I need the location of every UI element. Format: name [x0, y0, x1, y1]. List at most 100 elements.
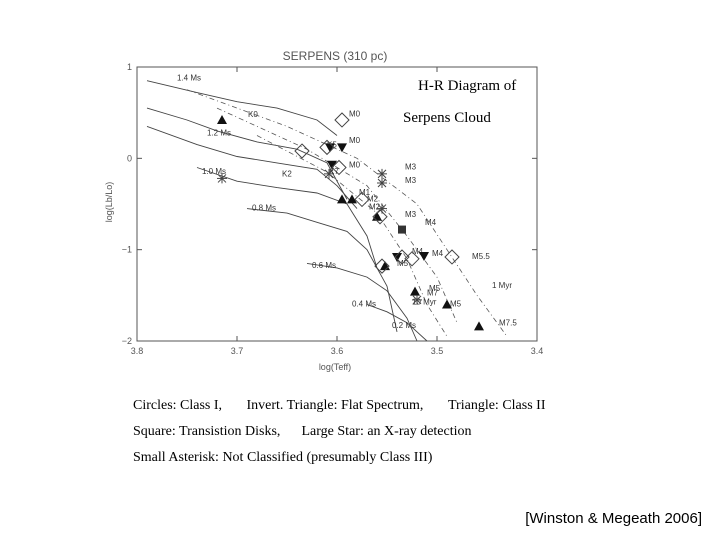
- mass-track-line: [146, 125, 358, 209]
- mass-track-label: 1.2 Ms: [207, 129, 231, 138]
- x-tick-label: 3.6: [331, 346, 344, 356]
- evolution-tracks: [146, 80, 508, 342]
- isochrone-label: 10 Myr: [412, 297, 437, 306]
- class-ii-marker: [410, 286, 420, 296]
- y-tick-label: −2: [122, 336, 132, 346]
- xray-detection-marker: [331, 159, 347, 176]
- chart-title: SERPENS (310 pc): [283, 49, 388, 63]
- unclassified-marker: [377, 177, 387, 188]
- hr-diagram: 3.8 3.7 3.6 3.5 3.4 1 0 −1 −2 1.4 Ms 1.2 Ms 1.0 Ms…: [104, 49, 544, 372]
- unclassified-marker: [217, 173, 227, 184]
- plot-border: [136, 66, 538, 342]
- xray-detection-marker: [294, 143, 310, 159]
- class-ii-marker: [217, 114, 227, 124]
- transition-disk-marker: [398, 225, 406, 234]
- asterisk-stroke: [412, 295, 422, 305]
- spectral-type-label: M7: [427, 288, 439, 297]
- isochrone-label: 1 Myr: [492, 281, 512, 290]
- xray-detection-marker: [319, 139, 335, 156]
- mass-track-label: 0.8 Ms: [252, 203, 276, 212]
- spectral-type-label: M4: [432, 249, 444, 258]
- spectral-type-label: M4: [412, 247, 424, 256]
- asterisk-stroke: [217, 174, 227, 183]
- class-ii-marker: [474, 321, 484, 331]
- spectral-type-label: K2: [282, 170, 292, 179]
- unclassified-marker: [412, 294, 422, 305]
- mass-track-line: [146, 107, 348, 200]
- spectral-type-label: K7: [329, 167, 339, 176]
- flat-spectrum-marker: [337, 143, 347, 153]
- xray-detection-marker: [394, 249, 410, 265]
- flat-spectrum-marker: [419, 252, 429, 262]
- isochrone-line: [216, 107, 458, 323]
- mass-track-label: 0.2 Ms: [392, 321, 416, 330]
- caption-class-i: Circles: Class I,: [133, 398, 223, 413]
- caption-transition-disks: Square: Transistion Disks,: [133, 424, 281, 439]
- legend-caption-line2: Square: Transistion Disks, Large Star: a…: [133, 424, 472, 440]
- isochrone-line: [186, 89, 508, 337]
- legend-caption-line1: Circles: Class I, Invert. Triangle: Flat…: [133, 398, 545, 414]
- y-tick-label: 1: [127, 62, 132, 72]
- mass-track-label: 0.4 Ms: [352, 299, 376, 308]
- asterisk-stroke: [377, 178, 387, 188]
- class-ii-marker: [337, 194, 347, 204]
- data-markers: [217, 112, 484, 331]
- overlay-title-line1: H-R Diagram of: [418, 78, 517, 94]
- xray-detection-marker: [444, 249, 460, 265]
- spectral-type-label: M0: [349, 136, 361, 145]
- unclassified-marker: [377, 203, 387, 214]
- xray-detection-marker: [404, 251, 420, 267]
- flat-spectrum-marker: [392, 252, 402, 262]
- plot-labels: 1.4 Ms 1.2 Ms 1.0 Ms 0.8 Ms 0.6 Ms 0.4 Ms 0.2 …: [177, 74, 517, 331]
- x-tick-label: 3.7: [231, 346, 244, 356]
- spectral-type-label: K0: [248, 110, 258, 119]
- mass-track-line: [366, 304, 428, 342]
- mass-track-line: [146, 80, 338, 136]
- unclassified-marker: [324, 168, 334, 179]
- mass-track-line: [246, 208, 398, 332]
- class-ii-marker: [347, 194, 357, 204]
- spectral-type-label: M3: [405, 210, 417, 219]
- overlay-title-line2: Serpens Cloud: [403, 110, 491, 126]
- caption-class-ii: Triangle: Class II: [448, 398, 546, 413]
- xray-detection-marker: [372, 209, 388, 225]
- caption-xray: Large Star: an X-ray detection: [301, 424, 472, 439]
- asterisk-stroke: [377, 204, 387, 213]
- mass-track-label: 0.6 Ms: [312, 261, 336, 270]
- x-tick-label: 3.5: [431, 346, 444, 356]
- spectral-type-label: M7.5: [499, 318, 517, 327]
- plot-frame: 3.8 3.7 3.6 3.5 3.4 1 0 −1 −2: [122, 62, 544, 356]
- isochrone-line: [256, 135, 448, 337]
- mass-track-label: 1.0 Ms: [202, 167, 226, 176]
- spectral-type-label: M5: [429, 284, 441, 293]
- caption-flat-spectrum: Invert. Triangle: Flat Spectrum,: [246, 398, 424, 413]
- xray-detection-marker: [374, 258, 390, 274]
- class-ii-marker: [442, 299, 452, 309]
- xray-detection-marker: [334, 112, 350, 128]
- y-tick-label: 0: [127, 153, 132, 163]
- asterisk-stroke: [377, 169, 387, 179]
- spectral-type-label: M3: [405, 162, 417, 171]
- spectral-type-label: M5.5: [472, 252, 490, 261]
- flat-spectrum-marker: [327, 160, 337, 170]
- spectral-type-label: M4: [425, 218, 437, 227]
- x-tick-label: 3.8: [131, 346, 144, 356]
- mass-track-label: 1.4 Ms: [177, 74, 201, 83]
- x-axis-label: log(Teff): [319, 362, 351, 372]
- spectral-type-label: M0: [349, 109, 361, 118]
- mass-track-line: [196, 167, 378, 269]
- spectral-type-label: M1: [359, 188, 371, 197]
- xray-detection-marker: [354, 191, 370, 208]
- x-tick-label: 3.4: [531, 346, 544, 356]
- spectral-type-label: M3: [405, 176, 417, 185]
- legend-caption-line3: Small Asterisk: Not Classified (presumab…: [133, 450, 433, 465]
- y-tick-label: −1: [122, 245, 132, 255]
- citation: [Winston & Megeath 2006]: [525, 510, 702, 527]
- spectral-type-label: M5: [450, 299, 462, 308]
- mass-track-line: [306, 262, 418, 342]
- y-axis-label: log(Lb/Lo): [104, 182, 114, 223]
- asterisk-stroke: [324, 169, 334, 179]
- unclassified-marker: [377, 168, 387, 179]
- spectral-type-label: M0: [349, 160, 361, 169]
- spectral-type-label: M2: [367, 194, 379, 203]
